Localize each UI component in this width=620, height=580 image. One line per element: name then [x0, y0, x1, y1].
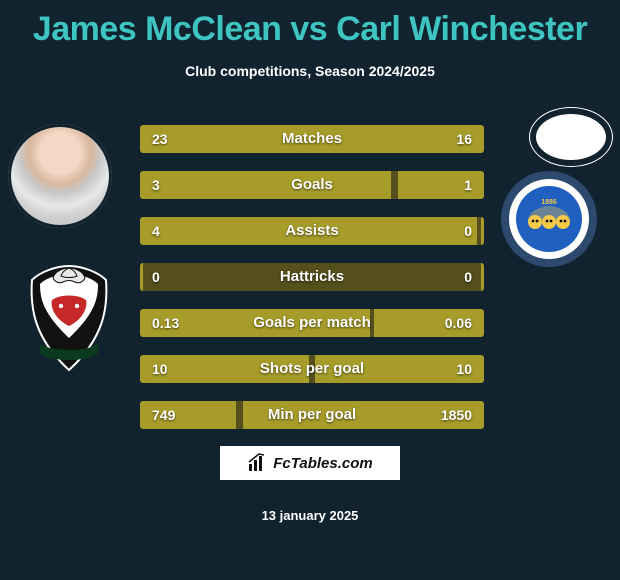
stat-row: 1010Shots per goal [140, 355, 484, 383]
fctables-label: FcTables.com [273, 455, 372, 472]
stat-row: 7491850Min per goal [140, 401, 484, 429]
stat-bars: 2316Matches 31Goals 40Assists 00Hattricks 0.… [140, 125, 484, 447]
subtitle: Club competitions, Season 2024/2025 [0, 63, 620, 79]
stat-label: Hattricks [140, 263, 484, 291]
svg-text:1886: 1886 [541, 199, 557, 206]
stat-label: Assists [140, 217, 484, 245]
club-crest-left [22, 260, 116, 374]
stat-row: 2316Matches [140, 125, 484, 153]
date-label: 13 january 2025 [0, 508, 620, 523]
stat-row: 31Goals [140, 171, 484, 199]
club-crest-right: 1886 [500, 170, 598, 268]
stat-label: Goals [140, 171, 484, 199]
stat-label: Matches [140, 125, 484, 153]
stat-label: Shots per goal [140, 355, 484, 383]
fctables-badge: FcTables.com [220, 446, 400, 480]
player-left-avatar [8, 124, 112, 228]
player-right-avatar [530, 108, 612, 166]
stat-row: 00Hattricks [140, 263, 484, 291]
stat-label: Goals per match [140, 309, 484, 337]
page-title: James McClean vs Carl Winchester [0, 0, 620, 49]
stat-row: 0.130.06Goals per match [140, 309, 484, 337]
stat-label: Min per goal [140, 401, 484, 429]
fctables-icon [247, 453, 267, 473]
stat-row: 40Assists [140, 217, 484, 245]
